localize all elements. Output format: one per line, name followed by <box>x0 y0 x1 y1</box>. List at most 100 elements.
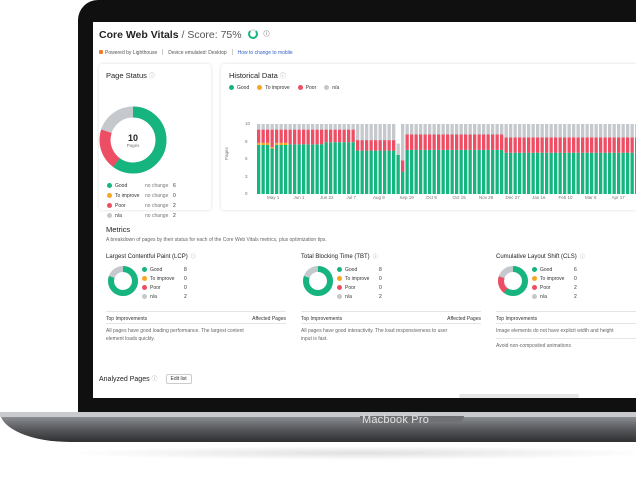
bar-good <box>567 152 571 194</box>
analyzed-title: Analyzed Pages <box>99 376 150 383</box>
bar-poor <box>392 140 396 151</box>
bar-na <box>360 124 364 141</box>
x-tick-label: Dec 27 <box>505 195 520 200</box>
bar-poor <box>522 137 526 153</box>
bar-good <box>320 144 324 194</box>
metric-donut <box>498 266 528 296</box>
edit-list-button[interactable]: Edit list <box>165 374 192 384</box>
info-icon: ⓘ <box>148 74 155 80</box>
bar-na <box>387 124 391 141</box>
status-legend-row: Good no change 6 <box>107 183 176 189</box>
bar-na <box>410 124 414 135</box>
bar-na <box>369 124 373 141</box>
bar-na <box>441 124 445 135</box>
page-status-donut <box>99 106 167 174</box>
bar-poor <box>266 129 270 143</box>
bar-poor <box>351 129 355 143</box>
legend-value: 0 <box>379 276 382 282</box>
metric-card: Cumulative Layout Shift (CLS) ⓘ Good 6 To im… <box>496 253 636 353</box>
info-icon[interactable]: ⓘ <box>190 254 196 260</box>
bar-poor <box>324 129 328 143</box>
bar-na <box>509 124 513 138</box>
laptop-base-edge <box>0 412 636 417</box>
legend-dot-icon <box>107 183 112 188</box>
bar-poor <box>590 137 594 153</box>
legend-label: To improve <box>265 85 290 91</box>
legend-label: Good <box>345 267 358 273</box>
bar-good <box>365 150 369 194</box>
bar-poor <box>486 134 490 150</box>
legend-value: 0 <box>184 285 187 291</box>
bar-poor <box>297 129 301 145</box>
bar-good <box>500 149 504 194</box>
bar-improve <box>266 142 270 145</box>
legend-value: 0 <box>379 285 382 291</box>
historical-legend-item[interactable]: n/a <box>324 85 339 91</box>
bar-good <box>468 149 472 194</box>
x-tick-label: Oct 15 <box>452 195 466 200</box>
bar-good <box>383 150 387 194</box>
affected-pages-label[interactable]: Affected Pages <box>252 316 286 322</box>
bar-good <box>504 152 508 194</box>
bar-poor <box>536 137 540 153</box>
screen: Core Web Vitals / Score: 75% ⓘ Powered b… <box>93 22 636 398</box>
legend-label: Poor <box>345 285 356 291</box>
bar-good <box>288 144 292 194</box>
historical-legend-item[interactable]: To improve <box>257 85 290 91</box>
bar-poor <box>527 137 531 153</box>
bar-good <box>482 149 486 194</box>
bar-na <box>585 124 589 138</box>
bar-na <box>302 124 306 130</box>
bar-good <box>590 152 594 194</box>
bar-na <box>351 124 355 130</box>
bar-good <box>558 152 562 194</box>
bar-na <box>630 124 634 138</box>
bar-improve <box>270 147 274 149</box>
bar-poor <box>504 137 508 153</box>
donut-good-arc <box>498 266 528 296</box>
info-icon[interactable]: ⓘ <box>151 377 158 383</box>
change-device-link[interactable]: How to change to mobile <box>237 50 293 56</box>
improvement-line: Image elements do not have explicit widt… <box>496 328 614 334</box>
bar-na <box>486 124 490 135</box>
bar-good <box>374 150 378 194</box>
bar-na <box>320 124 324 130</box>
bar-poor <box>338 129 342 143</box>
legend-dot-icon <box>532 276 537 281</box>
legend-dot-icon <box>337 276 342 281</box>
historical-legend-item[interactable]: Good <box>229 85 249 91</box>
bar-improve <box>275 142 279 145</box>
top-improvements-label: Top Improvements <box>301 316 343 322</box>
historical-legend-item[interactable]: Poor <box>297 85 316 91</box>
metric-legend-row: Good 8 <box>337 267 382 273</box>
scroll-indicator <box>459 394 579 398</box>
bar-na <box>279 124 283 130</box>
x-tick-label: Feb 10 <box>558 195 573 200</box>
donut-good-arc <box>99 106 167 174</box>
bar-good <box>414 149 418 194</box>
bar-poor <box>554 137 558 153</box>
bar-poor <box>257 129 261 143</box>
bar-na <box>338 124 342 130</box>
legend-value: 2 <box>574 285 577 291</box>
bar-good <box>446 149 450 194</box>
metric-card: Total Blocking Time (TBT) ⓘ Good 8 To improv… <box>301 253 481 353</box>
affected-pages-label[interactable]: Affected Pages <box>447 316 481 322</box>
bar-poor <box>450 134 454 150</box>
bar-na <box>572 124 576 138</box>
bar-na <box>558 124 562 138</box>
improvements-header: Top Improvements Affected Pages <box>106 311 286 322</box>
bar-good <box>266 145 270 194</box>
bar-good <box>315 144 319 194</box>
bar-good <box>279 145 283 194</box>
legend-change: no change <box>145 183 169 189</box>
info-icon[interactable]: ⓘ <box>263 32 270 38</box>
metric-legend-row: To improve 0 <box>532 276 577 282</box>
info-icon[interactable]: ⓘ <box>579 254 585 260</box>
legend-value: 8 <box>379 267 382 273</box>
bar-na <box>594 124 598 138</box>
legend-label: n/a <box>332 85 340 91</box>
bar-poor <box>585 137 589 153</box>
legend-value: 2 <box>173 213 176 219</box>
info-icon[interactable]: ⓘ <box>372 254 378 260</box>
